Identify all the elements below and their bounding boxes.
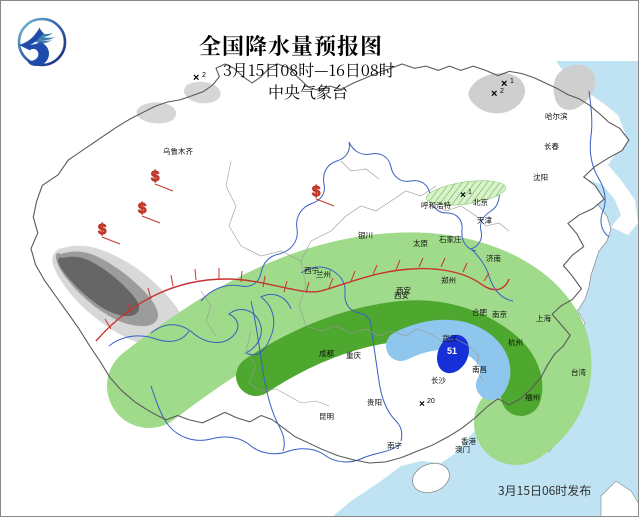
svg-text:×: × <box>491 88 497 100</box>
svg-text:×: × <box>419 399 425 410</box>
svg-text:20: 20 <box>427 398 435 405</box>
svg-text:1: 1 <box>510 78 514 85</box>
svg-text:×: × <box>193 72 199 84</box>
svg-text:$: $ <box>138 200 147 217</box>
svg-text:×: × <box>460 190 466 201</box>
svg-text:2: 2 <box>202 72 206 79</box>
svg-text:1: 1 <box>468 189 472 196</box>
svg-text:51: 51 <box>447 346 457 356</box>
svg-text:$: $ <box>312 183 321 200</box>
svg-text:$: $ <box>151 168 160 185</box>
svg-text:2: 2 <box>500 88 504 95</box>
svg-text:$: $ <box>98 221 107 238</box>
